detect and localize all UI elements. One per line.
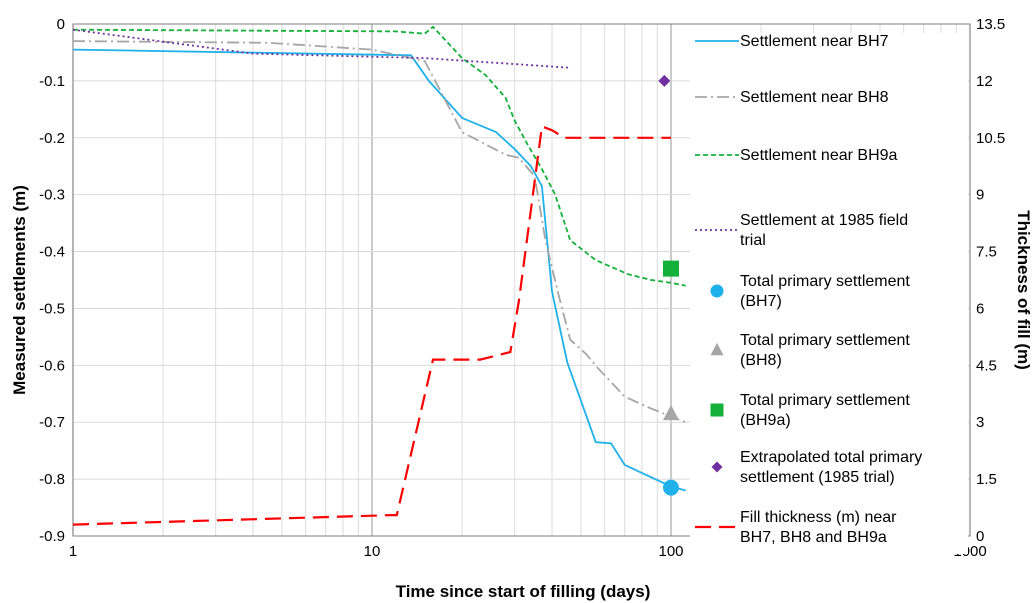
point-marker-2 — [663, 260, 679, 277]
legend-swatch-5 — [710, 342, 724, 356]
point-marker-3 — [658, 74, 671, 87]
legend-swatch-6 — [710, 403, 724, 417]
legend-label: (BH8) — [740, 352, 782, 369]
series-line-3 — [72, 28, 571, 69]
y-axis-title: Measured settlements (m) — [10, 185, 29, 395]
legend-background — [690, 33, 968, 554]
legend-swatch-4 — [710, 284, 724, 298]
y-tick-label: -0.4 — [39, 244, 65, 261]
x-axis-ticks: 1 10 100 1000 — [69, 543, 987, 560]
y2-tick-label: 10.5 — [976, 130, 1005, 147]
y-axis-ticks: 0 -0.1 -0.2 -0.3 -0.4 -0.5 -0.6 -0.7 -0.8 -0.9 — [39, 16, 65, 545]
point-marker-0 — [663, 479, 679, 496]
series-line-4 — [72, 124, 671, 526]
y-tick-label: -0.5 — [39, 300, 65, 317]
y2-tick-label: 3 — [976, 414, 984, 431]
y-tick-label: -0.3 — [39, 187, 65, 204]
legend-label: Total primary settlement — [740, 273, 910, 290]
y2-tick-label: 0 — [976, 528, 984, 545]
x-tick-label: 100 — [658, 543, 683, 560]
x-axis-title: Time since start of filling (days) — [396, 582, 651, 601]
point-marker-1 — [663, 404, 679, 421]
y-tick-label: -0.6 — [39, 357, 65, 374]
plot-area-border — [72, 23, 971, 537]
legend-label: BH7, BH8 and BH9a — [740, 529, 887, 546]
series-line-0 — [72, 48, 686, 492]
x-tick-label: 1 — [69, 543, 77, 560]
legend-label: Settlement near BH8 — [740, 89, 889, 106]
legend-label: Settlement near BH7 — [740, 33, 889, 50]
y2-tick-label: 9 — [976, 187, 984, 204]
legend-label: Total primary settlement — [740, 392, 910, 409]
legend-label: (BH7) — [740, 293, 782, 310]
series-layer — [72, 25, 687, 526]
y-tick-label: -0.7 — [39, 414, 65, 431]
y2-tick-label: 7.5 — [976, 244, 997, 261]
legend-swatch-7 — [711, 461, 723, 473]
legend-label: settlement (1985 trial) — [740, 469, 895, 486]
y2-tick-label: 4.5 — [976, 357, 997, 374]
y2-tick-label: 6 — [976, 300, 984, 317]
legend-label: trial — [740, 232, 766, 249]
y-tick-label: -0.8 — [39, 471, 65, 488]
legend-label: (BH9a) — [740, 412, 791, 429]
y2-tick-label: 13.5 — [976, 16, 1005, 33]
y-tick-label: -0.1 — [39, 73, 65, 90]
legend-label: Total primary settlement — [740, 332, 910, 349]
legend-label: Settlement near BH9a — [740, 147, 898, 164]
y2-axis-title: Thickness of fill (m) — [1014, 210, 1033, 370]
y2-tick-label: 1.5 — [976, 471, 997, 488]
x-tick-label: 10 — [364, 543, 381, 560]
y-tick-label: -0.2 — [39, 130, 65, 147]
y2-tick-label: 12 — [976, 73, 993, 90]
legend-label: Settlement at 1985 field — [740, 212, 908, 229]
y-tick-label: 0 — [57, 16, 65, 33]
legend-label: Fill thickness (m) near — [740, 509, 897, 526]
legend: Settlement near BH7 Settlement near BH8 Se… — [690, 33, 968, 554]
y2-axis-ticks: 13.5 12 10.5 9 7.5 6 4.5 3 1.5 0 — [976, 16, 1005, 545]
legend-label: Extrapolated total primary — [740, 449, 922, 466]
plot-frame — [72, 23, 971, 537]
points-layer — [658, 74, 679, 496]
y-tick-label: -0.9 — [39, 528, 65, 545]
series-line-2 — [72, 25, 686, 287]
